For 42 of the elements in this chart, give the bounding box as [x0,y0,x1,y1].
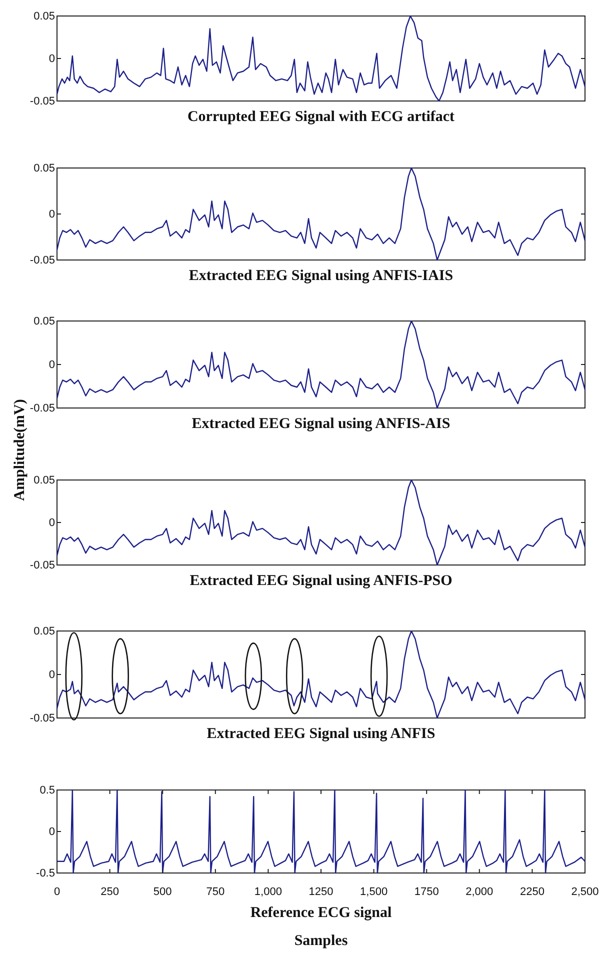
x-tick-label: 1,500 [360,886,388,898]
y-tick-label: -0.05 [30,254,55,267]
line-series [56,630,586,719]
y-tick-label: 0.5 [40,784,55,797]
line-series [56,479,586,566]
line-series [56,789,586,874]
x-axis-title: Samples [294,933,348,949]
y-tick-label: 0 [48,517,55,530]
line-series [56,167,586,261]
x-tick-label: 1750 [414,886,439,898]
y-tick-label: -0.05 [30,402,55,415]
text: Extracted EEG Signal using ANFIS-AIS [192,416,450,432]
line-series [56,320,586,409]
y-tick-label: 0.05 [34,626,55,638]
text: Extracted EEG Signal using ANFIS-IAIS [188,268,454,284]
y-tick-label: -0.05 [30,96,55,108]
text: Extracted EEG Signal using ANFIS [206,726,436,742]
y-tick-label: -0.05 [30,712,55,725]
x-tick-label: 500 [153,886,172,898]
y-tick-label: 0 [48,669,55,682]
x-tick-label: 250 [100,886,119,898]
y-tick-label: 0 [48,53,55,66]
x-tick-label: 2,000 [466,886,494,898]
x-tick-label: 750 [206,886,225,898]
y-tick-label: 0.05 [34,162,55,175]
y-axis-title: Amplitude(mV) [12,399,28,501]
y-tick-label: 0.05 [34,474,55,487]
text: Extracted EEG Signal using ANFIS-PSO [190,573,452,589]
y-tick-label: -0.5 [36,868,55,880]
x-tick-label: 1,000 [254,886,282,898]
y-tick-label: 0.05 [34,316,55,328]
y-tick-label: -0.05 [30,560,55,572]
x-tick-label: 2,500 [571,886,599,898]
text: Reference ECG signal [250,905,392,921]
x-tick-label: 2250 [520,886,544,898]
y-tick-label: 0.05 [34,10,55,23]
y-tick-label: 0 [48,359,55,372]
x-tick-label: 1250 [308,886,334,898]
text: Corrupted EEG Signal with ECG artifact [187,109,455,125]
y-tick-label: 0 [48,826,55,838]
line-series [56,15,586,102]
y-tick-label: 0 [48,208,55,221]
